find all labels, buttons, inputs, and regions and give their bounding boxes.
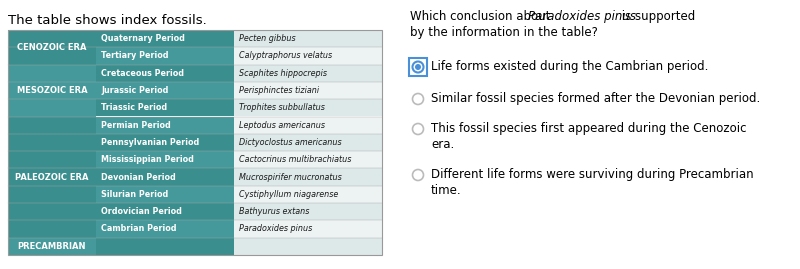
Bar	[96, 30, 234, 47]
Bar	[96, 116, 234, 134]
Bar	[8, 238, 96, 255]
Text: Ordovician Period: Ordovician Period	[101, 207, 182, 216]
Bar	[234, 65, 382, 82]
Text: Pennsylvanian Period: Pennsylvanian Period	[101, 138, 199, 147]
Bar	[234, 30, 382, 47]
Text: Mucrospirifer mucronatus: Mucrospirifer mucronatus	[239, 172, 342, 182]
Text: The table shows index fossils.: The table shows index fossils.	[8, 14, 206, 27]
Bar	[234, 203, 382, 220]
Bar	[96, 220, 234, 238]
Circle shape	[413, 123, 423, 134]
Text: CENOZOIC ERA: CENOZOIC ERA	[18, 43, 86, 52]
Bar	[96, 134, 234, 151]
Text: Leptodus americanus: Leptodus americanus	[239, 121, 325, 130]
Text: Scaphites hippocrepis: Scaphites hippocrepis	[239, 69, 327, 78]
Bar	[96, 151, 234, 168]
Text: Similar fossil species formed after the Devonian period.: Similar fossil species formed after the …	[431, 92, 760, 105]
Text: This fossil species first appeared during the Cenozoic: This fossil species first appeared durin…	[431, 122, 746, 135]
Text: Calyptraphorus velatus: Calyptraphorus velatus	[239, 51, 332, 61]
Bar	[234, 186, 382, 203]
Bar	[234, 220, 382, 238]
Bar	[234, 116, 382, 134]
Bar	[96, 47, 234, 65]
Text: Silurian Period: Silurian Period	[101, 190, 168, 199]
Bar	[96, 238, 234, 255]
Bar	[234, 238, 382, 255]
Bar	[234, 134, 382, 151]
Text: Devonian Period: Devonian Period	[101, 172, 176, 182]
Bar	[8, 65, 96, 116]
Text: Jurassic Period: Jurassic Period	[101, 86, 168, 95]
Text: Triassic Period: Triassic Period	[101, 103, 167, 112]
Bar	[8, 116, 96, 238]
Text: Cystiphyllum niagarense: Cystiphyllum niagarense	[239, 190, 338, 199]
Bar	[8, 30, 382, 255]
Text: Which conclusion about: Which conclusion about	[410, 10, 554, 23]
Text: Different life forms were surviving during Precambrian: Different life forms were surviving duri…	[431, 168, 754, 181]
Text: Permian Period: Permian Period	[101, 121, 170, 130]
Bar	[96, 186, 234, 203]
Text: Quaternary Period: Quaternary Period	[101, 34, 185, 43]
Text: time.: time.	[431, 184, 462, 197]
Text: Cambrian Period: Cambrian Period	[101, 224, 177, 233]
Bar	[96, 82, 234, 99]
FancyBboxPatch shape	[409, 58, 427, 76]
Bar	[234, 168, 382, 186]
Text: Cactocrinus multibrachiatus: Cactocrinus multibrachiatus	[239, 155, 351, 164]
Text: is supported: is supported	[618, 10, 695, 23]
Text: PALEOZOIC ERA: PALEOZOIC ERA	[15, 172, 89, 182]
Bar	[234, 99, 382, 116]
Text: Perisphinctes tiziani: Perisphinctes tiziani	[239, 86, 319, 95]
Text: Paradoxides pinus: Paradoxides pinus	[528, 10, 636, 23]
Bar	[96, 203, 234, 220]
Bar	[96, 65, 234, 82]
Text: Cretaceous Period: Cretaceous Period	[101, 69, 184, 78]
Circle shape	[413, 94, 423, 104]
Circle shape	[415, 64, 421, 70]
Bar	[234, 151, 382, 168]
Text: Tertiary Period: Tertiary Period	[101, 51, 169, 61]
Text: Life forms existed during the Cambrian period.: Life forms existed during the Cambrian p…	[431, 60, 708, 73]
Text: era.: era.	[431, 138, 454, 151]
Text: MESOZOIC ERA: MESOZOIC ERA	[17, 86, 87, 95]
Text: Pecten gibbus: Pecten gibbus	[239, 34, 296, 43]
Bar	[234, 47, 382, 65]
Text: Bathyurus extans: Bathyurus extans	[239, 207, 310, 216]
Text: PRECAMBRIAN: PRECAMBRIAN	[18, 242, 86, 251]
Bar	[8, 30, 96, 65]
Circle shape	[413, 169, 423, 180]
Text: Paradoxides pinus: Paradoxides pinus	[239, 224, 312, 233]
Text: by the information in the table?: by the information in the table?	[410, 26, 598, 39]
Text: Dictyoclostus americanus: Dictyoclostus americanus	[239, 138, 342, 147]
Bar	[234, 82, 382, 99]
Bar	[96, 99, 234, 116]
Bar	[96, 168, 234, 186]
Text: Mississippian Period: Mississippian Period	[101, 155, 194, 164]
Circle shape	[413, 62, 423, 73]
Text: Trophites subbullatus: Trophites subbullatus	[239, 103, 325, 112]
